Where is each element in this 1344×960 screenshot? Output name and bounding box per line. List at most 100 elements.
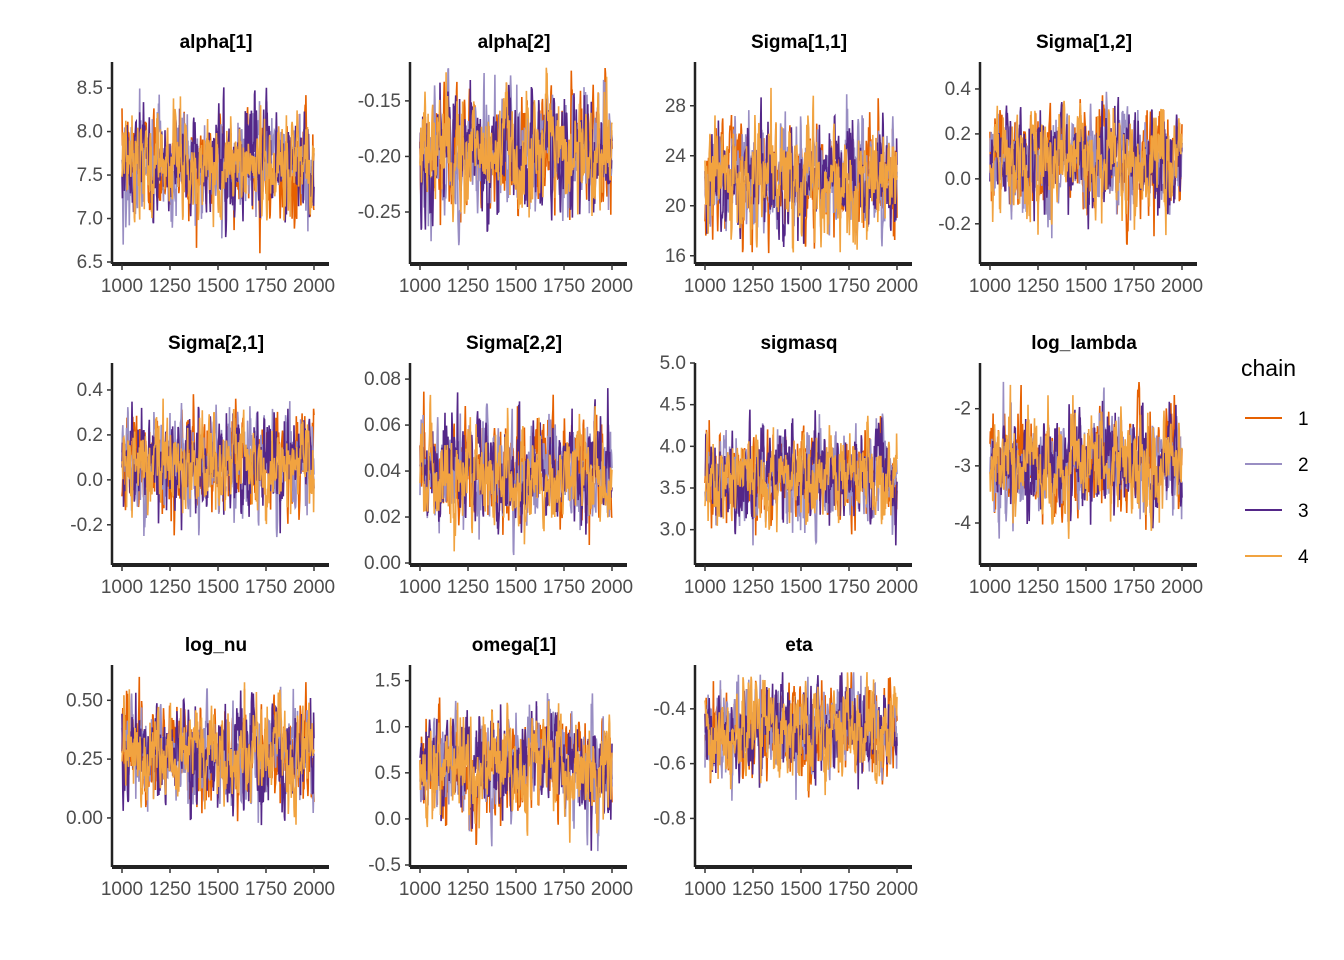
y-tick-label: 24 xyxy=(665,146,687,167)
x-tick-label: 1500 xyxy=(780,276,822,297)
trace-chain-4 xyxy=(419,67,613,223)
x-tick-label: 1750 xyxy=(543,879,585,900)
legend-label: 3 xyxy=(1298,501,1309,522)
y-tick-label: 5.0 xyxy=(660,353,686,374)
x-tick-label: 1500 xyxy=(197,879,239,900)
y-tick-label: 7.5 xyxy=(77,165,103,186)
panel-title: Sigma[1,1] xyxy=(751,32,847,53)
y-tick-label: 3.5 xyxy=(660,478,686,499)
x-tick-label: 1750 xyxy=(245,276,287,297)
x-tick-label: 1750 xyxy=(543,577,585,598)
legend-label: 4 xyxy=(1298,547,1309,568)
trace-chain-4 xyxy=(989,384,1183,539)
y-tick-label: 7.0 xyxy=(77,209,103,230)
x-tick-label: 2000 xyxy=(591,577,633,598)
panel-title: log_lambda xyxy=(1031,333,1137,354)
y-tick-label: 0.25 xyxy=(66,749,103,770)
legend: chain 1 2 3 4 xyxy=(1241,355,1309,568)
x-tick-label: 2000 xyxy=(293,577,335,598)
panel-log-lambda: log_lambda -4 -3 -2 1000 1250 1500 1750 2000 xyxy=(954,333,1203,598)
panel-title: alpha[1] xyxy=(180,32,253,53)
y-tick-label: 1.0 xyxy=(375,717,401,738)
y-tick-label: 0.04 xyxy=(364,461,401,482)
y-tick-label: 0.50 xyxy=(66,690,103,711)
y-tick-label: 0.02 xyxy=(364,507,401,528)
panel-sigma-2-1-: Sigma[2,1] -0.2 0.0 0.2 0.4 1000 1250 1500 1750 2… xyxy=(70,333,335,598)
y-tick-label: 6.5 xyxy=(77,252,103,273)
y-tick-label: 0.0 xyxy=(77,470,103,491)
trace-chain-4 xyxy=(704,87,898,253)
x-tick-label: 1250 xyxy=(732,577,774,598)
y-tick-label: -2 xyxy=(954,399,971,420)
panel-sigma-1-1-: Sigma[1,1] 16 20 24 28 1000 1250 1500 1750 2000 xyxy=(665,32,918,297)
y-tick-label: 0.00 xyxy=(66,808,103,829)
x-tick-label: 2000 xyxy=(876,577,918,598)
y-tick-label: 8.5 xyxy=(77,78,103,99)
x-tick-label: 1500 xyxy=(495,276,537,297)
panel-title: Sigma[2,2] xyxy=(466,333,562,354)
y-tick-label: 0.2 xyxy=(77,425,103,446)
x-tick-label: 1000 xyxy=(969,276,1011,297)
x-tick-label: 1250 xyxy=(447,879,489,900)
x-tick-label: 1250 xyxy=(149,879,191,900)
y-tick-label: 4.5 xyxy=(660,395,686,416)
x-tick-label: 1000 xyxy=(399,577,441,598)
x-tick-label: 1500 xyxy=(197,577,239,598)
y-tick-label: 0.0 xyxy=(375,809,401,830)
x-tick-label: 1250 xyxy=(732,276,774,297)
x-tick-label: 1250 xyxy=(1017,276,1059,297)
x-tick-label: 1250 xyxy=(447,577,489,598)
x-tick-label: 1500 xyxy=(495,879,537,900)
x-tick-label: 1250 xyxy=(1017,577,1059,598)
y-tick-label: -4 xyxy=(954,513,971,534)
y-tick-label: 0.0 xyxy=(945,169,971,190)
trace-chain-4 xyxy=(704,672,898,796)
x-tick-label: 1500 xyxy=(1065,276,1107,297)
panel-alpha-1-: alpha[1] 6.5 7.0 7.5 8.0 8.5 1000 1250 1500 1750 2… xyxy=(77,32,336,297)
y-tick-label: 0.06 xyxy=(364,415,401,436)
x-tick-label: 1500 xyxy=(780,879,822,900)
y-tick-label: -0.5 xyxy=(368,855,401,876)
panel-title: omega[1] xyxy=(472,635,556,656)
trace-chain-3 xyxy=(121,401,315,534)
x-tick-label: 2000 xyxy=(876,276,918,297)
x-tick-label: 1750 xyxy=(245,879,287,900)
y-tick-label: -0.6 xyxy=(653,754,686,775)
panel-title: Sigma[1,2] xyxy=(1036,32,1132,53)
x-tick-label: 2000 xyxy=(591,276,633,297)
y-tick-label: 0.4 xyxy=(945,79,972,100)
x-tick-label: 1000 xyxy=(101,577,143,598)
y-tick-label: -0.2 xyxy=(70,515,103,536)
trace-chain-4 xyxy=(121,398,315,525)
trace-chain-4 xyxy=(419,394,613,552)
x-tick-label: 2000 xyxy=(1161,276,1203,297)
x-tick-label: 1750 xyxy=(245,577,287,598)
x-tick-label: 1000 xyxy=(684,879,726,900)
y-tick-label: -0.25 xyxy=(358,202,401,223)
legend-label: 2 xyxy=(1298,455,1309,476)
x-tick-label: 1500 xyxy=(495,577,537,598)
x-tick-label: 2000 xyxy=(591,879,633,900)
x-tick-label: 1250 xyxy=(732,879,774,900)
x-tick-label: 1250 xyxy=(149,577,191,598)
panel-title: Sigma[2,1] xyxy=(168,333,264,354)
x-tick-label: 1000 xyxy=(969,577,1011,598)
trace-chain-4 xyxy=(989,100,1183,236)
y-tick-label: 0.00 xyxy=(364,553,401,574)
y-tick-label: 16 xyxy=(665,246,686,267)
x-tick-label: 1000 xyxy=(684,276,726,297)
panel-title: alpha[2] xyxy=(478,32,551,53)
y-tick-label: -0.15 xyxy=(358,91,401,112)
y-tick-label: -0.8 xyxy=(653,808,686,829)
x-tick-label: 1750 xyxy=(543,276,585,297)
panel-title: log_nu xyxy=(185,635,247,656)
y-tick-label: 0.2 xyxy=(945,124,971,145)
x-tick-label: 2000 xyxy=(876,879,918,900)
legend-label: 1 xyxy=(1298,409,1309,430)
panel-alpha-2-: alpha[2] -0.25 -0.20 -0.15 1000 1250 1500 1750 2… xyxy=(358,32,633,297)
x-tick-label: 1500 xyxy=(780,577,822,598)
x-tick-label: 1250 xyxy=(149,276,191,297)
y-tick-label: 8.0 xyxy=(77,122,103,143)
y-tick-label: 4.0 xyxy=(660,436,686,457)
